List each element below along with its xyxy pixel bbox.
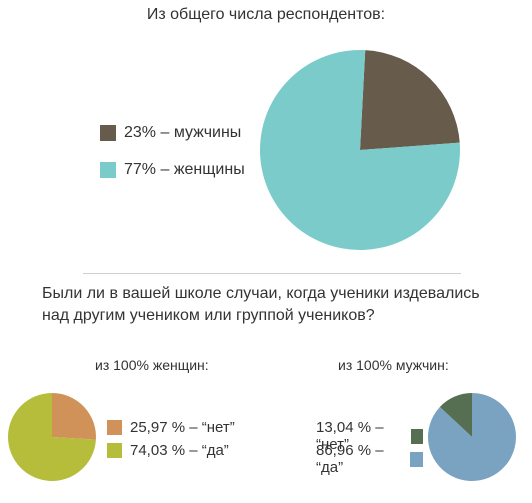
legend-label-women-yes: 74,03 % – “да” (130, 442, 229, 459)
legend-label-men-no: 13,04 % – “нет” (316, 419, 384, 453)
legend-item-men-no: 13,04 % – “нет” (316, 419, 423, 453)
chart-title-women: из 100% женщин: (95, 357, 209, 373)
legend-swatch-women (100, 162, 116, 178)
chart-title-respondents: Из общего числа респондентов: (146, 6, 386, 23)
pie-women-slice-1 (8, 393, 96, 481)
pie-men-slice-0 (439, 393, 472, 437)
legend-item-women-no: 25,97 % – “нет” (107, 419, 235, 436)
legend-item-women: 77% – женщины (100, 161, 245, 179)
pie-men-slice-1 (427, 393, 516, 481)
pie-women-slice-0 (52, 393, 97, 440)
section-divider (83, 273, 461, 274)
legend-label-men: 23% – мужчины (124, 124, 242, 141)
legend-swatch-men-yes (410, 451, 423, 467)
legend-swatch-women-no (107, 420, 122, 435)
legend-label-women: 77% – женщины (124, 161, 245, 178)
legend-label-women-no: 25,97 % – “нет” (130, 419, 235, 436)
pie-respondents-slice-1 (259, 50, 460, 251)
survey-question: Были ли в вашей школе случаи, когда учен… (42, 283, 512, 327)
survey-question-line-2: над другим учеником или группой учеников… (42, 307, 375, 324)
chart-title-men: из 100% мужчин: (338, 357, 449, 373)
pie-respondents-slice-0 (360, 50, 460, 150)
legend-swatch-men-no (410, 428, 423, 444)
legend-swatch-men (100, 125, 116, 141)
survey-question-line-1: Были ли в вашей школе случаи, когда учен… (42, 285, 480, 302)
legend-item-men-yes: 86,96 % – “да” (316, 442, 423, 476)
legend-swatch-women-yes (107, 443, 122, 458)
legend-label-men-yes: 86,96 % – “да” (316, 442, 384, 476)
legend-item-men: 23% – мужчины (100, 124, 241, 142)
legend-item-women-yes: 74,03 % – “да” (107, 442, 229, 459)
